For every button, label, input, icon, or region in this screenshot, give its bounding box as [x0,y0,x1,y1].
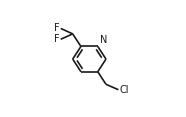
Text: F: F [54,34,60,44]
Text: N: N [100,35,107,45]
Text: F: F [54,23,60,33]
Text: Cl: Cl [120,85,129,95]
